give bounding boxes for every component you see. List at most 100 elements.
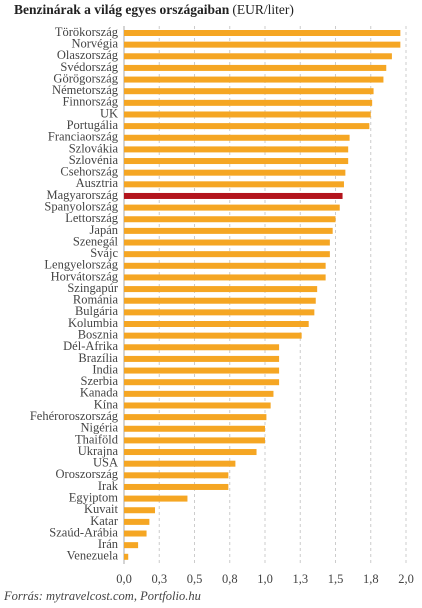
bar — [124, 41, 401, 48]
bar — [124, 216, 336, 223]
y-tick-label: Szenegál — [73, 234, 119, 248]
y-tick-label: Katar — [90, 514, 119, 528]
bar — [124, 286, 318, 293]
bar — [124, 542, 139, 549]
x-tick-label: 0,3 — [151, 572, 167, 586]
y-tick-label: Szaúd-Arábia — [49, 525, 118, 539]
x-tick-label: 0,5 — [187, 572, 203, 586]
bar — [124, 30, 401, 36]
y-tick-label: Szlovénia — [69, 153, 119, 167]
y-tick-label: Szingapúr — [67, 281, 119, 295]
y-tick-label: India — [92, 362, 118, 376]
bar — [124, 355, 280, 362]
bar — [124, 64, 387, 71]
bar — [124, 402, 271, 409]
y-tick-label: Bulgária — [75, 304, 118, 318]
bar — [124, 483, 229, 490]
y-tick-label: Románia — [73, 293, 119, 307]
y-tick-label: Finnország — [62, 95, 118, 109]
y-tick-label: Kolumbia — [68, 316, 118, 330]
bar — [124, 472, 229, 479]
y-tick-label: UK — [100, 106, 118, 120]
bar — [124, 321, 309, 327]
bar — [124, 530, 147, 537]
y-tick-label: Görögország — [53, 71, 118, 85]
bar — [124, 123, 370, 130]
x-tick-label: 1,0 — [257, 572, 273, 586]
bar — [124, 169, 346, 176]
y-tick-label: Németország — [52, 83, 119, 97]
x-tick-label: 2,0 — [398, 572, 414, 586]
y-tick-label: Svájc — [90, 246, 118, 260]
y-tick-label: Magyarország — [47, 188, 119, 202]
bar — [124, 204, 340, 211]
y-tick-label: Lettország — [65, 211, 119, 225]
bar — [124, 88, 374, 95]
bar — [124, 181, 344, 188]
y-tick-label: Irán — [98, 537, 119, 551]
bar — [124, 76, 384, 83]
bar — [124, 111, 371, 118]
bar — [124, 239, 330, 246]
bar — [124, 227, 333, 234]
bar — [124, 425, 265, 432]
y-tick-label: Egyiptom — [69, 490, 119, 504]
bar — [124, 158, 349, 165]
bar — [124, 449, 257, 456]
bar — [124, 251, 330, 258]
bar — [124, 262, 326, 269]
bar — [124, 53, 392, 60]
bar — [124, 518, 150, 525]
y-tick-label: Japán — [90, 223, 119, 237]
bar — [124, 460, 236, 467]
y-tick-label: Thaiföld — [75, 432, 119, 446]
unit: (EUR/liter) — [232, 2, 293, 17]
bar — [124, 146, 349, 153]
y-tick-label: Ausztria — [76, 176, 119, 190]
y-tick-label: Szerbia — [81, 374, 119, 388]
x-tick-label: 1,5 — [328, 572, 344, 586]
x-tick-label: 0,0 — [116, 572, 132, 586]
y-tick-label: Spanyolország — [44, 199, 118, 213]
y-tick-label: Dél-Afrika — [63, 339, 118, 353]
chart-title: Benzinárak a világ egyes országaiban (EU… — [14, 2, 294, 17]
y-tick-label: Norvégia — [71, 37, 118, 51]
y-tick-label: Bosznia — [78, 328, 119, 342]
bar — [124, 309, 315, 316]
y-tick-label: Brazília — [78, 351, 118, 365]
y-tick-label: Svédország — [60, 60, 118, 74]
y-tick-label: Franciaország — [48, 130, 119, 144]
y-tick-label: Lengyelország — [44, 258, 118, 272]
x-tick-label: 1,3 — [292, 572, 308, 586]
bar — [124, 134, 350, 141]
y-tick-label: Oroszország — [56, 467, 119, 481]
bar — [124, 274, 326, 281]
bar — [124, 553, 129, 560]
y-tick-label: Kína — [94, 397, 119, 411]
y-tick-label: Ukrajna — [78, 444, 119, 458]
bar — [124, 507, 156, 514]
bar — [124, 390, 274, 397]
y-tick-label: USA — [93, 456, 118, 470]
bar — [124, 332, 302, 339]
y-tick-label: Csehország — [60, 165, 118, 179]
bar — [124, 297, 316, 304]
title: Benzinárak a világ egyes országaiban — [14, 2, 230, 17]
y-tick-label: Törökország — [55, 25, 119, 39]
x-tick-label: 0,8 — [222, 572, 238, 586]
y-tick-label: Irak — [98, 479, 119, 493]
source: Forrás: mytravelcost.com, Portfolio.hu — [3, 589, 201, 603]
y-tick-label: Kuvait — [84, 502, 119, 516]
y-tick-label: Horvátország — [51, 269, 119, 283]
y-tick-label: Szlovákia — [69, 141, 119, 155]
bar — [124, 344, 280, 351]
y-tick-label: Venezuela — [67, 549, 119, 563]
y-tick-label: Portugália — [67, 118, 119, 132]
bar — [124, 437, 265, 444]
bar — [124, 495, 188, 502]
y-tick-label: Olaszország — [57, 48, 119, 62]
x-tick-label: 1,8 — [363, 572, 379, 586]
bar — [124, 379, 280, 386]
y-tick-label: Fehéroroszország — [30, 409, 119, 423]
